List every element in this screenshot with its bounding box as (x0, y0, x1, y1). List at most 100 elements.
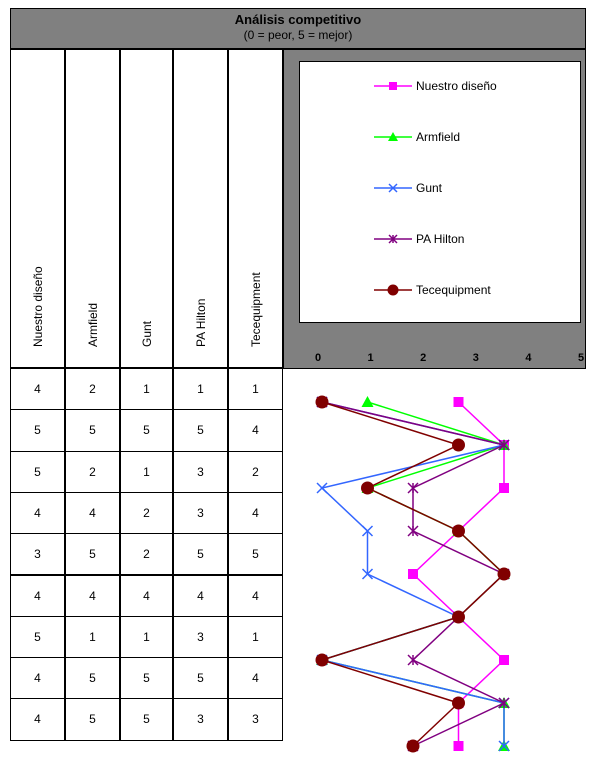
table-cell: 4 (65, 491, 120, 535)
legend-label: Armfield (416, 130, 460, 144)
data-point-gunt (361, 568, 374, 580)
marker-shape (361, 525, 374, 537)
table-cell: 5 (173, 657, 228, 700)
table-cell: 4 (228, 491, 283, 535)
data-point-tecequipment (452, 524, 465, 538)
table-cell: 5 (10, 450, 65, 493)
table-cell: 3 (173, 698, 228, 741)
x-tick-label: 4 (525, 352, 532, 364)
legend-label: PA Hilton (416, 232, 464, 246)
data-point-nuestro-diseno (408, 569, 418, 579)
marker-shape (315, 653, 329, 667)
marker-shape (387, 284, 399, 296)
table-cell: 1 (173, 368, 228, 411)
x-tick-label: 3 (473, 352, 479, 364)
data-point-gunt (498, 740, 510, 752)
legend-entry-armfield: Armfield (374, 130, 460, 144)
marker-shape (452, 610, 465, 624)
marker-shape (389, 82, 397, 90)
marker-shape (361, 568, 374, 580)
table-cell: 3 (173, 450, 228, 493)
data-point-tecequipment (406, 739, 420, 753)
table-cell: 4 (10, 657, 65, 700)
data-point-pa-hilton (407, 482, 419, 494)
legend-label: Tecequipment (416, 283, 491, 297)
chart-header: Análisis competitivo (0 = peor, 5 = mejo… (10, 8, 586, 49)
marker-shape (453, 741, 464, 751)
data-point-tecequipment (452, 696, 465, 710)
data-point-nuestro-diseno (499, 655, 509, 665)
marker-shape (361, 481, 374, 495)
table-cell: 5 (65, 698, 120, 741)
data-point-pa-hilton (498, 439, 510, 451)
column-header-tecequipment: Tecequipment (228, 49, 283, 368)
data-point-tecequipment (497, 567, 511, 581)
data-point-armfield (361, 396, 374, 407)
legend-marker (388, 132, 398, 141)
table-cell: 4 (10, 698, 65, 741)
table-cell: 2 (120, 533, 173, 576)
table-cell: 3 (228, 698, 283, 741)
data-point-gunt (361, 525, 374, 537)
legend-marker (388, 234, 398, 244)
x-tick-label: 2 (420, 352, 426, 364)
marker-shape (497, 567, 511, 581)
column-header-nuestro-diseno: Nuestro diseño (10, 49, 65, 368)
marker-shape (452, 438, 465, 452)
table-cell: 4 (10, 574, 65, 617)
data-point-nuestro-diseno (499, 483, 509, 493)
x-tick-label: 5 (578, 352, 584, 364)
marker-shape (408, 569, 418, 579)
legend-label: Nuestro diseño (416, 79, 497, 93)
data-point-pa-hilton (407, 525, 419, 537)
table-cell: 2 (65, 450, 120, 493)
table-cell: 4 (173, 574, 228, 617)
legend-entry-tecequipment: Tecequipment (374, 283, 491, 297)
legend-marker (387, 284, 399, 296)
marker-shape (499, 483, 509, 493)
legend-entry-gunt: Gunt (374, 181, 443, 195)
marker-shape (453, 397, 464, 407)
table-cell: 5 (10, 615, 65, 659)
data-point-gunt (316, 482, 328, 494)
table-cell: 4 (10, 368, 65, 411)
data-point-pa-hilton (498, 697, 510, 709)
marker-shape (406, 739, 420, 753)
data-point-tecequipment (315, 395, 329, 409)
table-cell: 3 (10, 533, 65, 576)
marker-shape (452, 696, 465, 710)
marker-shape (388, 132, 398, 141)
page-subtitle: (0 = peor, 5 = mejor) (243, 28, 353, 42)
legend-marker (389, 82, 397, 90)
table-cell: 1 (120, 615, 173, 659)
marker-shape (452, 524, 465, 538)
table-cell: 3 (173, 615, 228, 659)
data-point-nuestro-diseno (453, 397, 464, 407)
table-cell: 5 (120, 698, 173, 741)
data-point-tecequipment (452, 438, 465, 452)
x-tick-label: 1 (368, 352, 374, 364)
table-cell: 5 (173, 409, 228, 452)
column-header-armfield: Armfield (65, 49, 120, 368)
column-header-pa-hilton: PA Hilton (173, 49, 228, 368)
page-title: Análisis competitivo (234, 12, 362, 27)
legend-marker (388, 183, 398, 193)
marker-shape (361, 396, 374, 407)
table-cell: 5 (65, 657, 120, 700)
chart-legend-box (299, 61, 581, 323)
marker-shape (498, 740, 510, 752)
data-point-nuestro-diseno (453, 741, 464, 751)
table-cell: 4 (120, 574, 173, 617)
table-cell: 2 (228, 450, 283, 493)
x-tick-label: 0 (315, 352, 321, 364)
table-cell: 1 (120, 368, 173, 411)
marker-shape (499, 655, 509, 665)
table-cell: 5 (65, 533, 120, 576)
data-point-pa-hilton (407, 654, 419, 666)
marker-shape (316, 482, 328, 494)
data-point-tecequipment (361, 481, 374, 495)
table-cell: 1 (228, 368, 283, 411)
table-cell: 5 (120, 409, 173, 452)
legend-entry-pa-hilton: PA Hilton (374, 232, 464, 246)
